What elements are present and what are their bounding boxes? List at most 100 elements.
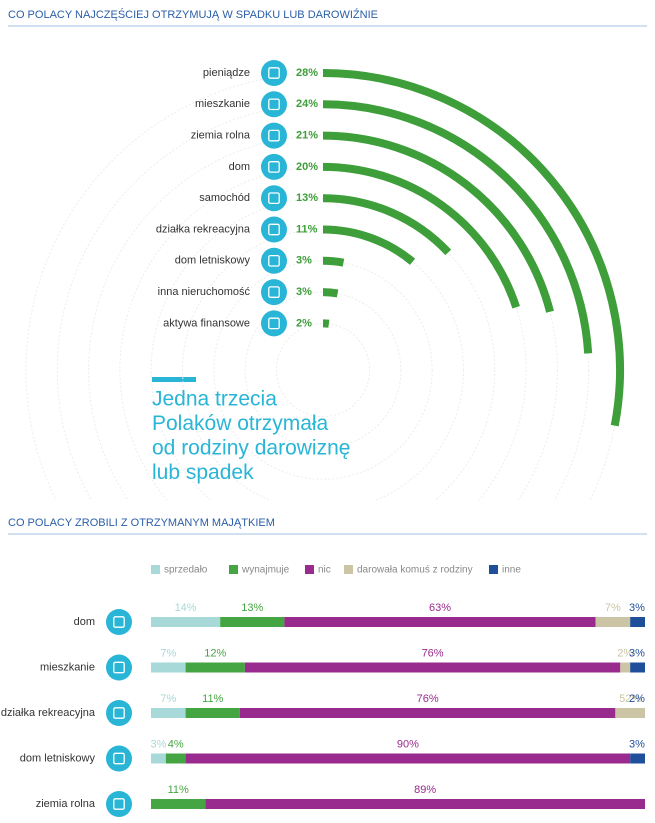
value-label: 76% bbox=[422, 647, 444, 659]
arc-bar bbox=[322, 162, 520, 309]
icon-glyph bbox=[268, 223, 280, 236]
bar-segment bbox=[220, 617, 285, 627]
value-label: 76% bbox=[417, 693, 439, 705]
category-label: aktywa finansowe bbox=[163, 317, 250, 329]
value-label: 7% bbox=[160, 693, 176, 705]
value-label: 63% bbox=[429, 602, 451, 614]
icon-glyph bbox=[268, 67, 280, 79]
icon-glyph bbox=[113, 752, 125, 765]
value-label: 3% bbox=[150, 738, 166, 750]
bar-segment bbox=[239, 708, 616, 718]
value-label: 12% bbox=[204, 647, 226, 659]
icon bbox=[261, 153, 287, 180]
bar-segment bbox=[630, 753, 645, 764]
category-label: pieniądze bbox=[203, 67, 250, 79]
bar-segment bbox=[205, 799, 645, 809]
value-label: 3% bbox=[629, 647, 645, 659]
bar-segment bbox=[151, 617, 221, 627]
bar-segment bbox=[185, 662, 245, 673]
icon-glyph bbox=[113, 616, 125, 628]
category-label: mieszkanie bbox=[195, 98, 250, 110]
bar-segment bbox=[151, 662, 186, 673]
legend-swatch bbox=[489, 565, 498, 574]
icon-glyph bbox=[268, 192, 280, 205]
annotation: Polaków otrzymała bbox=[152, 412, 329, 435]
icon bbox=[106, 791, 132, 817]
bar-segment bbox=[630, 617, 645, 627]
icon bbox=[106, 745, 132, 772]
ring bbox=[244, 291, 402, 449]
category-label: samochód bbox=[199, 192, 250, 204]
arc-bar bbox=[322, 194, 452, 256]
value-label: 2% bbox=[629, 693, 645, 705]
value-label: 28% bbox=[296, 67, 318, 79]
legend-swatch bbox=[344, 565, 353, 574]
annotation-bar bbox=[152, 377, 196, 382]
category-label: inna nieruchomość bbox=[158, 286, 251, 298]
value-label: 2% bbox=[617, 647, 633, 659]
legend-label: inne bbox=[502, 565, 521, 576]
bars bbox=[151, 617, 645, 809]
bar-segment bbox=[630, 662, 645, 673]
category-label: dom bbox=[74, 616, 95, 628]
icon-glyph bbox=[268, 317, 280, 330]
category-label: działka rekreacyjna bbox=[1, 707, 96, 719]
legend-label: sprzedało bbox=[164, 565, 208, 576]
category-label: dom bbox=[229, 161, 250, 173]
annotation: lub spadek bbox=[152, 461, 254, 484]
value-label: 2% bbox=[296, 317, 312, 329]
value-label: 7% bbox=[160, 647, 176, 659]
value-label: 21% bbox=[296, 130, 318, 142]
bar-segment bbox=[185, 753, 631, 764]
legend-label: wynajmuje bbox=[241, 565, 290, 576]
icon-glyph bbox=[268, 254, 280, 267]
value-label: 11% bbox=[296, 223, 318, 235]
icon-glyph bbox=[268, 98, 280, 111]
value-label: 89% bbox=[414, 784, 436, 796]
category-label: ziemia rolna bbox=[36, 798, 96, 810]
value-label: 3% bbox=[629, 602, 645, 614]
legend-swatch bbox=[229, 565, 238, 574]
radial-chart: pieniądze 28% mieszkanie 24% ziemia rolna 21%… bbox=[25, 60, 624, 500]
icon bbox=[106, 700, 132, 726]
icon bbox=[106, 654, 132, 681]
ring bbox=[56, 103, 590, 500]
icon-glyph bbox=[113, 661, 125, 674]
section-title: CO POLACY NAJCZĘŚCIEJ OTRZYMUJĄ W SPADKU… bbox=[8, 8, 378, 21]
value-label: 3% bbox=[296, 286, 312, 298]
bar-segment bbox=[615, 708, 645, 718]
icon bbox=[261, 60, 287, 86]
value-label: 3% bbox=[296, 255, 312, 267]
bar-segment bbox=[151, 708, 186, 718]
value-label: 3% bbox=[629, 738, 645, 750]
bar-segment bbox=[151, 753, 166, 764]
section-title: CO POLACY ZROBILI Z OTRZYMANYM MAJĄTKIEM bbox=[8, 517, 275, 529]
value-label: 11% bbox=[202, 693, 223, 705]
value-label: 13% bbox=[296, 192, 318, 204]
category-label: ziemia rolna bbox=[191, 130, 251, 142]
bar-segment bbox=[151, 799, 206, 809]
arc-bar bbox=[322, 69, 624, 427]
legend-label: darowała komuś z rodziny bbox=[357, 565, 473, 576]
stacked-chart: sprzedało wynajmuje nic darowała komuś z ro… bbox=[1, 565, 645, 817]
category-label: działka rekreacyjna bbox=[156, 223, 251, 235]
value-label: 90% bbox=[397, 738, 419, 750]
category-label: dom letniskowy bbox=[175, 255, 251, 267]
value-label: 20% bbox=[296, 161, 318, 173]
bar-segment bbox=[595, 617, 631, 627]
arc-bar bbox=[322, 131, 554, 313]
icon bbox=[261, 279, 287, 306]
bar-segment bbox=[165, 753, 186, 764]
arc-bar bbox=[322, 256, 345, 267]
bar-segment bbox=[284, 617, 596, 627]
legend-label: nic bbox=[318, 565, 331, 576]
arc-bar bbox=[322, 225, 416, 265]
value-label: 7% bbox=[605, 602, 621, 614]
icon-glyph bbox=[113, 707, 125, 719]
icon bbox=[261, 122, 287, 149]
value-label: 52% bbox=[619, 693, 641, 705]
value-label: 14% bbox=[175, 602, 197, 614]
icon-glyph bbox=[268, 161, 280, 173]
annotation: Jedna trzecia bbox=[152, 388, 277, 411]
